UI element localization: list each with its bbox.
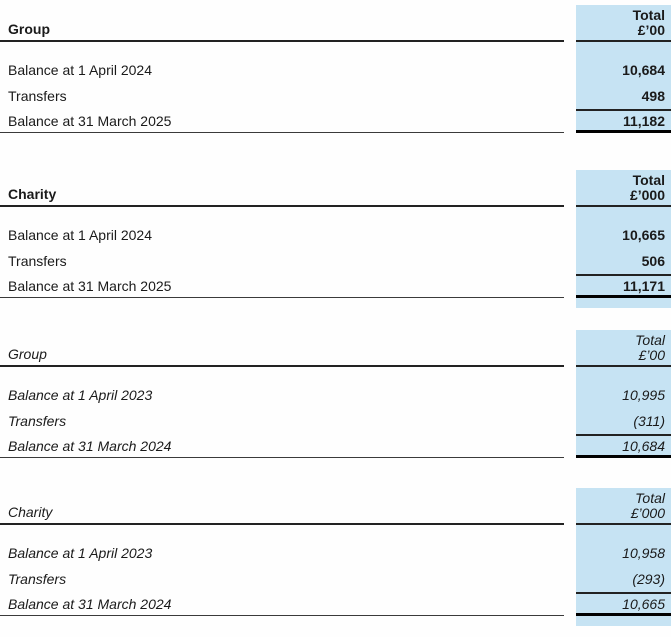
table-row: Balance at 1 April 2024 10,665 bbox=[0, 222, 671, 248]
column-header-unit: £’00 bbox=[638, 347, 665, 363]
row-label: Transfers bbox=[8, 253, 67, 269]
column-header-total: Total bbox=[632, 7, 665, 23]
column-header-total: Total bbox=[635, 490, 665, 506]
highlight-tail bbox=[0, 298, 671, 308]
table-row: Balance at 1 April 2023 10,995 bbox=[0, 382, 671, 408]
row-label: Balance at 1 April 2023 bbox=[8, 545, 153, 561]
table-row: Transfers 498 bbox=[0, 83, 671, 109]
table-title: Group bbox=[8, 21, 50, 37]
row-value: 498 bbox=[576, 83, 671, 109]
row-label: Transfers bbox=[8, 571, 67, 587]
charity-current-year-table: Charity Total £’000 Balance at 1 April 2… bbox=[0, 170, 671, 308]
row-label: Balance at 1 April 2024 bbox=[8, 227, 152, 243]
table-header-row: Charity Total £’000 bbox=[0, 170, 671, 207]
row-value: 10,995 bbox=[576, 382, 671, 408]
row-value: (311) bbox=[576, 408, 671, 434]
column-header-unit: £’000 bbox=[630, 505, 665, 521]
row-label: Transfers bbox=[8, 413, 67, 429]
row-value: 11,182 bbox=[576, 109, 671, 133]
column-header-unit: £’000 bbox=[629, 187, 665, 203]
table-row: Transfers (293) bbox=[0, 566, 671, 592]
table-header-row: Group Total £’00 bbox=[0, 5, 671, 42]
spacer-row bbox=[0, 525, 671, 540]
table-total-row: Balance at 31 March 2024 10,684 bbox=[0, 434, 671, 458]
row-label: Balance at 31 March 2025 bbox=[0, 109, 564, 133]
row-value: 506 bbox=[576, 248, 671, 274]
highlight-tail bbox=[0, 616, 671, 626]
table-row: Balance at 1 April 2023 10,958 bbox=[0, 540, 671, 566]
group-prior-year-table: Group Total £’00 Balance at 1 April 2023… bbox=[0, 330, 671, 458]
spacer-row bbox=[0, 207, 671, 222]
table-title: Charity bbox=[8, 186, 57, 202]
table-row: Balance at 1 April 2024 10,684 bbox=[0, 57, 671, 83]
charity-prior-year-table: Charity Total £’000 Balance at 1 April 2… bbox=[0, 488, 671, 626]
table-total-row: Balance at 31 March 2025 11,171 bbox=[0, 274, 671, 298]
row-value: 10,958 bbox=[576, 540, 671, 566]
table-row: Transfers 506 bbox=[0, 248, 671, 274]
group-current-year-table: Group Total £’00 Balance at 1 April 2024… bbox=[0, 5, 671, 133]
column-header-unit: £’00 bbox=[637, 22, 665, 38]
row-value: 10,684 bbox=[576, 434, 671, 458]
table-title: Group bbox=[8, 346, 47, 362]
row-label: Balance at 1 April 2023 bbox=[8, 387, 153, 403]
row-value: 11,171 bbox=[576, 274, 671, 298]
table-title: Charity bbox=[8, 504, 53, 520]
row-value: 10,665 bbox=[576, 222, 671, 248]
table-header-row: Charity Total £’000 bbox=[0, 488, 671, 525]
table-row: Transfers (311) bbox=[0, 408, 671, 434]
table-header-row: Group Total £’00 bbox=[0, 330, 671, 367]
spacer-row bbox=[0, 367, 671, 382]
column-header-total: Total bbox=[635, 332, 665, 348]
row-label: Balance at 31 March 2024 bbox=[0, 592, 564, 616]
spacer-row bbox=[0, 42, 671, 57]
row-label: Balance at 1 April 2024 bbox=[8, 62, 152, 78]
row-label: Balance at 31 March 2024 bbox=[0, 434, 564, 458]
column-header-total: Total bbox=[632, 172, 665, 188]
row-value: 10,665 bbox=[576, 592, 671, 616]
row-label: Transfers bbox=[8, 88, 67, 104]
row-value: (293) bbox=[576, 566, 671, 592]
table-total-row: Balance at 31 March 2024 10,665 bbox=[0, 592, 671, 616]
table-total-row: Balance at 31 March 2025 11,182 bbox=[0, 109, 671, 133]
row-label: Balance at 31 March 2025 bbox=[0, 274, 564, 298]
row-value: 10,684 bbox=[576, 57, 671, 83]
